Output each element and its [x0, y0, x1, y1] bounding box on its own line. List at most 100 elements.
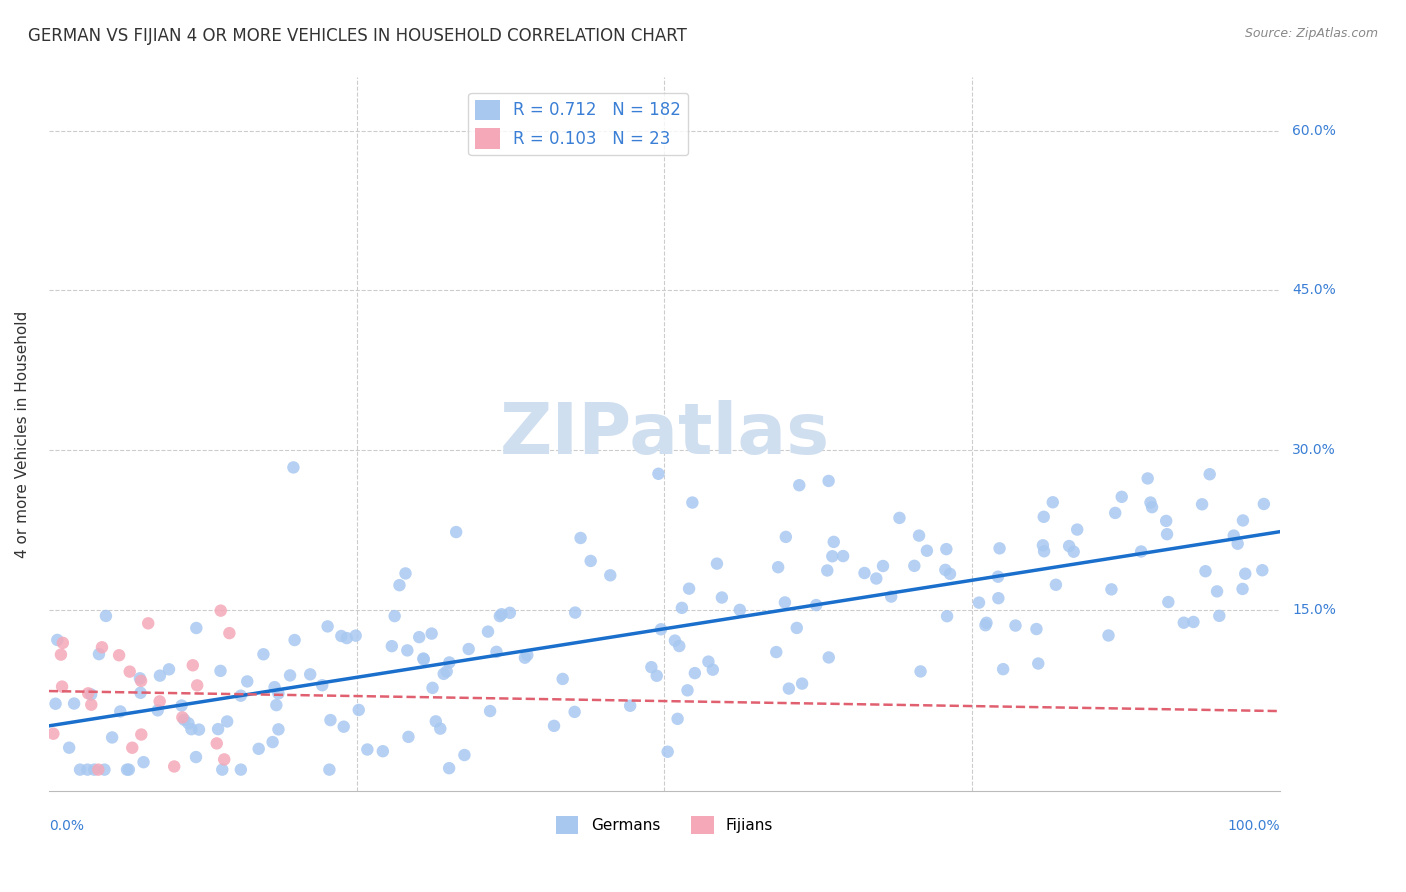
Germans [765, 645, 787, 659]
Germans [283, 460, 305, 475]
Fijians [49, 648, 72, 662]
Fijians [136, 616, 159, 631]
Germans [967, 596, 990, 610]
Germans [872, 559, 894, 574]
Germans [976, 615, 998, 630]
Germans [186, 621, 208, 635]
Germans [388, 578, 411, 592]
Germans [146, 703, 169, 717]
Germans [1226, 537, 1249, 551]
Fijians [87, 763, 110, 777]
Germans [934, 563, 956, 577]
Germans [987, 591, 1010, 606]
Germans [579, 554, 602, 568]
Germans [889, 511, 911, 525]
Germans [132, 755, 155, 769]
Germans [1004, 618, 1026, 632]
Germans [207, 722, 229, 736]
Germans [1130, 544, 1153, 558]
Germans [645, 669, 668, 683]
Germans [330, 629, 353, 643]
Germans [1191, 497, 1213, 511]
Germans [1032, 538, 1054, 552]
Germans [266, 698, 288, 712]
Germans [408, 630, 430, 644]
Germans [671, 600, 693, 615]
Germans [1104, 506, 1126, 520]
Germans [80, 688, 103, 702]
Germans [252, 647, 274, 661]
Germans [299, 667, 322, 681]
Fijians [121, 740, 143, 755]
Germans [666, 712, 689, 726]
Fijians [129, 727, 152, 741]
Germans [1099, 582, 1122, 597]
Germans [1222, 528, 1244, 542]
Germans [915, 543, 938, 558]
Germans [702, 663, 724, 677]
Germans [396, 643, 419, 657]
Germans [170, 698, 193, 713]
Fijians [149, 694, 172, 708]
Germans [935, 542, 957, 557]
Germans [262, 735, 284, 749]
Germans [939, 566, 962, 581]
Germans [1232, 513, 1254, 527]
Germans [101, 731, 124, 745]
Germans [676, 683, 699, 698]
Germans [1154, 514, 1177, 528]
Germans [551, 672, 574, 686]
Germans [787, 478, 810, 492]
Germans [1232, 582, 1254, 596]
Text: 30.0%: 30.0% [1292, 443, 1336, 458]
Germans [46, 632, 69, 647]
Germans [319, 713, 342, 727]
Germans [157, 662, 180, 676]
Germans [479, 704, 502, 718]
Germans [485, 645, 508, 659]
Germans [1173, 615, 1195, 630]
Germans [817, 650, 839, 665]
Germans [217, 714, 239, 729]
Germans [815, 564, 838, 578]
Germans [488, 609, 510, 624]
Germans [384, 609, 406, 624]
Y-axis label: 4 or more Vehicles in Household: 4 or more Vehicles in Household [15, 310, 30, 558]
Germans [177, 716, 200, 731]
Text: 45.0%: 45.0% [1292, 284, 1336, 297]
Germans [211, 763, 233, 777]
Fijians [186, 678, 208, 692]
Germans [229, 689, 252, 703]
Germans [94, 609, 117, 624]
Germans [664, 633, 686, 648]
Germans [678, 582, 700, 596]
Germans [1026, 657, 1049, 671]
Germans [1136, 471, 1159, 485]
Germans [381, 639, 404, 653]
Germans [453, 747, 475, 762]
Germans [118, 763, 141, 777]
Germans [1111, 490, 1133, 504]
Germans [1198, 467, 1220, 482]
Germans [706, 557, 728, 571]
Fijians [172, 710, 194, 724]
Germans [823, 534, 845, 549]
Fijians [108, 648, 131, 663]
Germans [564, 705, 586, 719]
Fijians [129, 673, 152, 688]
Germans [773, 595, 796, 609]
Germans [429, 722, 451, 736]
Germans [412, 651, 434, 665]
Germans [1206, 584, 1229, 599]
Germans [599, 568, 621, 582]
Fijians [80, 698, 103, 712]
Germans [247, 741, 270, 756]
Germans [491, 607, 513, 622]
Germans [865, 572, 887, 586]
Fijians [205, 736, 228, 750]
Germans [87, 647, 110, 661]
Germans [371, 744, 394, 758]
Germans [356, 742, 378, 756]
Germans [817, 474, 839, 488]
Germans [766, 560, 789, 574]
